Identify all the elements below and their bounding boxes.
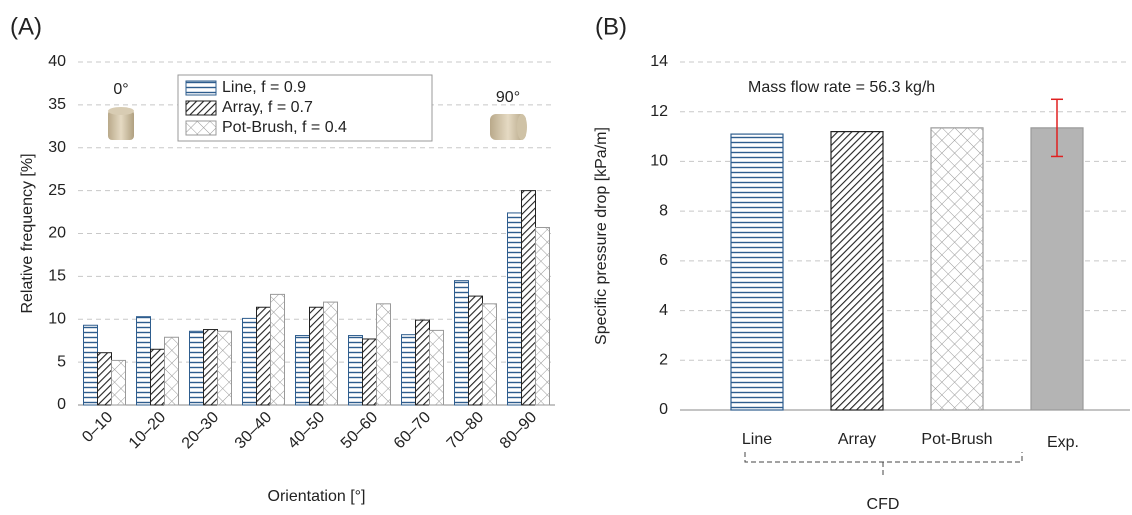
bar <box>376 303 391 406</box>
bar <box>111 359 126 406</box>
y-tick-label: 14 <box>650 53 668 70</box>
x-tick-label: 60–70 <box>391 409 435 453</box>
x-tick-label: 20–30 <box>179 409 223 453</box>
bar <box>429 329 444 406</box>
y-tick-label: 5 <box>57 353 66 370</box>
bar <box>454 280 469 406</box>
y-tick-label: 8 <box>659 202 668 219</box>
y-axis-label: Specific pressure drop [kPa/m] <box>593 127 610 345</box>
annotation: Mass flow rate = 56.3 kg/h <box>748 79 935 96</box>
bar <box>323 301 338 406</box>
x-tick-label: Pot-Brush <box>921 431 992 448</box>
y-tick-label: 12 <box>650 103 668 120</box>
bar <box>270 293 285 406</box>
bar <box>295 335 310 406</box>
legend-swatch <box>185 80 217 96</box>
legend-label: Pot-Brush, f = 0.4 <box>222 119 347 136</box>
cylinder-icon-0 <box>108 107 134 140</box>
bar <box>507 212 522 406</box>
bar <box>189 330 204 406</box>
legend-box <box>177 74 433 142</box>
bar <box>362 338 377 406</box>
bar <box>468 295 483 406</box>
panel-label: (B) <box>595 13 627 40</box>
bar <box>348 335 363 406</box>
y-tick-label: 0 <box>57 396 66 413</box>
panel-label: (A) <box>10 13 42 40</box>
x-tick-label: 0–10 <box>79 409 116 446</box>
bar <box>217 330 232 406</box>
legend-swatch <box>185 120 217 136</box>
annotation: 90° <box>496 89 520 106</box>
y-tick-label: 6 <box>659 252 668 269</box>
x-tick-label: Exp. <box>1047 434 1079 451</box>
x-tick-label: 70–80 <box>444 409 488 453</box>
bar <box>203 329 218 406</box>
bar <box>830 131 884 411</box>
bar <box>482 303 497 406</box>
y-tick-label: 20 <box>48 225 66 242</box>
y-tick-label: 4 <box>659 302 668 319</box>
x-tick-label: 50–60 <box>338 409 382 453</box>
x-tick-label: 40–50 <box>285 409 329 453</box>
x-tick-label: Array <box>838 431 876 448</box>
bar <box>136 316 151 406</box>
y-tick-label: 40 <box>48 53 66 70</box>
bar <box>1030 127 1084 411</box>
legend-label: Line, f = 0.9 <box>222 79 306 96</box>
bar <box>730 133 784 411</box>
bar <box>242 317 257 406</box>
bar <box>83 324 98 406</box>
bar <box>256 306 271 406</box>
bar <box>535 226 550 406</box>
bar <box>150 348 165 406</box>
x-tick-label: 10–20 <box>126 409 170 453</box>
group-bracket <box>744 452 1023 476</box>
bar <box>309 306 324 406</box>
cylinder-icon-90 <box>490 114 527 140</box>
bar <box>164 336 179 406</box>
y-tick-label: 10 <box>48 310 66 327</box>
y-tick-label: 10 <box>650 153 668 170</box>
y-tick-label: 35 <box>48 96 66 113</box>
x-tick-label: 80–90 <box>497 409 541 453</box>
bar <box>415 319 430 406</box>
y-tick-label: 25 <box>48 182 66 199</box>
y-axis-label: Relative frequency [%] <box>19 153 36 313</box>
y-tick-label: 0 <box>659 401 668 418</box>
group-label: CFD <box>867 496 900 513</box>
x-tick-label: 30–40 <box>232 409 276 453</box>
x-axis-label: Orientation [°] <box>268 488 366 505</box>
bar <box>930 127 984 411</box>
y-tick-label: 2 <box>659 352 668 369</box>
x-tick-label: Line <box>742 431 772 448</box>
y-tick-label: 15 <box>48 268 66 285</box>
bar <box>97 352 112 406</box>
bar <box>401 334 416 406</box>
legend-swatch <box>185 100 217 116</box>
legend-label: Array, f = 0.7 <box>222 99 313 116</box>
annotation: 0° <box>113 81 128 98</box>
y-tick-label: 30 <box>48 139 66 156</box>
bar <box>521 190 536 406</box>
